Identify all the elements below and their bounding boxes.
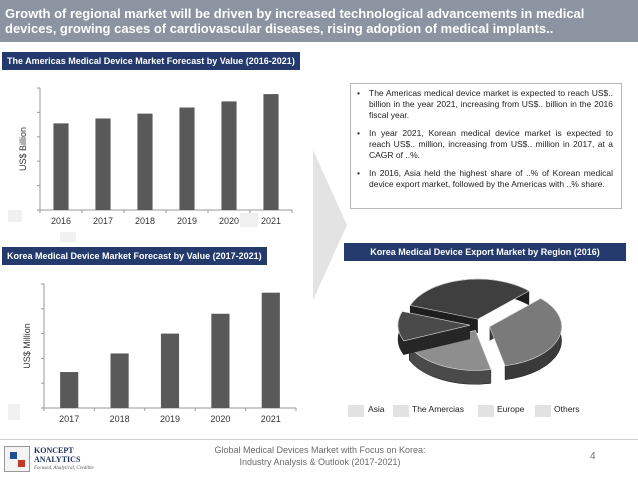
bar-2019 xyxy=(179,107,195,210)
pie-slice-wall xyxy=(403,325,471,355)
pie-slice-top xyxy=(409,278,530,320)
logo-name-line2: ANALYTICS xyxy=(34,455,81,464)
americas-bar-chart: 2016 2017 2018 2019 2020 2021 US$ Billion xyxy=(18,87,293,226)
export-chart-title: Korea Medical Device Export Market by Re… xyxy=(344,243,626,261)
bar-2018 xyxy=(110,353,129,408)
x-tick-label: 2020 xyxy=(219,216,239,226)
page-number: 4 xyxy=(590,451,596,462)
footer-line1: Global Medical Devices Market with Focus… xyxy=(214,445,426,455)
finding-americas: • The Americas medical device market is e… xyxy=(355,88,613,121)
key-findings-box: • The Americas medical device market is e… xyxy=(350,83,622,209)
x-tick-label: 2016 xyxy=(51,216,71,226)
logo-mark-icon xyxy=(4,446,30,472)
footer-divider xyxy=(0,439,638,440)
y-axis-label: US$ Million xyxy=(22,323,32,369)
logo-tagline: Focused, Analytical, Credible xyxy=(34,466,94,471)
finding-export: • In 2016, Asia held the highest share of… xyxy=(355,168,613,190)
decor-square xyxy=(8,210,22,222)
x-tick-label: 2019 xyxy=(160,414,180,424)
flow-arrow-icon xyxy=(313,150,347,300)
bar-2018 xyxy=(137,113,153,210)
bullet-icon: • xyxy=(357,88,360,98)
bullet-icon: • xyxy=(357,168,360,178)
legend-asia: Asia xyxy=(368,404,385,414)
pie-slice-others xyxy=(408,329,492,385)
legend-swatch-others xyxy=(535,405,551,417)
export-pie-chart xyxy=(397,278,562,385)
footer-report-title: Global Medical Devices Market with Focus… xyxy=(200,444,440,468)
legend-europe: Europe xyxy=(497,404,525,414)
bar-2020 xyxy=(211,313,230,408)
americas-chart-title: The Americas Medical Device Market Forec… xyxy=(2,52,300,70)
logo-name-line1: KONCEPT xyxy=(34,446,74,455)
pie-legend: Asia The Amercias Europe Others xyxy=(348,404,618,418)
korea-bar-chart: 2017 2018 2019 2020 2021 US$ Million xyxy=(22,283,297,424)
finding-korea: • In year 2021, Korean medical device mar… xyxy=(355,128,613,161)
bar-2021 xyxy=(263,94,279,210)
legend-swatch-americas xyxy=(393,405,409,417)
legend-swatch-europe xyxy=(478,405,494,417)
logo-name: KONCEPT ANALYTICS xyxy=(34,446,80,464)
x-tick-label: 2017 xyxy=(93,216,113,226)
header-banner: Growth of regional market will be driven… xyxy=(0,0,638,42)
bar-2017 xyxy=(60,372,79,408)
finding-text: In 2016, Asia held the highest share of … xyxy=(369,168,613,189)
pie-slice-top xyxy=(397,311,471,342)
bar-2017 xyxy=(95,118,111,210)
x-tick-label: 2017 xyxy=(59,414,79,424)
x-tick-label: 2018 xyxy=(135,216,155,226)
bullet-icon: • xyxy=(357,128,360,138)
bar-2020 xyxy=(221,101,237,210)
pie-slice-top xyxy=(489,298,562,367)
legend-americas: The Amercias xyxy=(412,404,464,414)
bar-2021 xyxy=(261,292,280,408)
legend-others: Others xyxy=(554,404,580,414)
finding-text: In year 2021, Korean medical device mark… xyxy=(369,128,613,160)
company-logo: KONCEPT ANALYTICS Focused, Analytical, C… xyxy=(4,444,104,476)
x-tick-label: 2018 xyxy=(110,414,130,424)
x-tick-label: 2021 xyxy=(261,216,281,226)
x-tick-label: 2021 xyxy=(261,414,281,424)
korea-chart-title: Korea Medical Device Market Forecast by … xyxy=(2,247,267,265)
x-tick-label: 2020 xyxy=(210,414,230,424)
x-tick-label: 2019 xyxy=(177,216,197,226)
pie-slice-europe xyxy=(489,298,562,381)
bar-2019 xyxy=(160,333,180,408)
footer-line2: Industry Analysis & Outlook (2017-2021) xyxy=(239,457,401,467)
finding-text: The Americas medical device market is ex… xyxy=(369,88,613,120)
page-title: Growth of regional market will be driven… xyxy=(5,6,585,36)
decor-square xyxy=(240,213,258,227)
decor-square xyxy=(60,232,76,242)
decor-square xyxy=(8,404,20,420)
bar-2016 xyxy=(53,123,69,210)
legend-swatch-asia xyxy=(348,405,364,417)
y-axis-label: US$ Billion xyxy=(18,127,28,171)
pie-slice-the-amercias xyxy=(397,310,471,356)
